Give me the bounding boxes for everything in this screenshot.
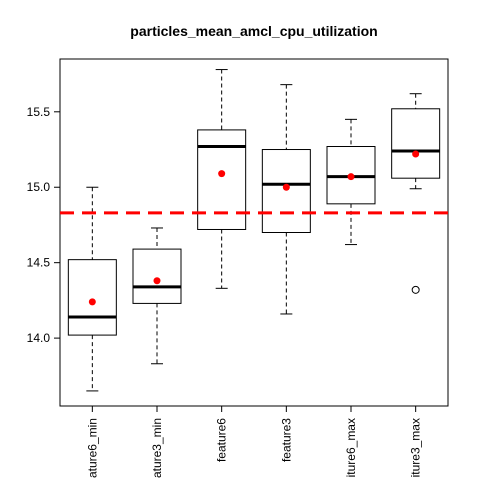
x-tick-label: feature6 [215,418,229,462]
mean-point [153,277,161,285]
box-iqr [391,108,441,179]
plot-area-border [59,58,449,407]
outlier-point [411,285,420,294]
x-tick-label: ature6_min [85,418,99,478]
y-tick-label: 14.5 [27,256,51,270]
y-tick-label: 15.0 [27,180,51,194]
x-axis: ature6_min ature3_min feature6 feature3 itur… [85,406,423,478]
mean-point [412,150,420,158]
box-iqr [132,248,182,304]
y-axis: 14.0 14.5 15.0 15.5 [27,105,60,345]
mean-point [347,173,355,181]
box-iqr [261,149,311,234]
box-iture3_max [391,93,441,294]
x-tick-label: iture6_max [344,418,358,477]
y-tick-label: 15.5 [27,105,51,119]
mean-point [282,183,290,191]
boxes-layer [67,69,441,392]
box-ature6_min [67,186,117,392]
box-feature6 [197,69,247,289]
x-tick-label: feature3 [279,418,293,462]
mean-point [88,298,96,306]
y-tick-label: 14.0 [27,331,51,345]
box-iture6_max [326,118,376,246]
box-ature3_min [132,227,182,365]
box-iqr [197,129,247,230]
x-tick-label: ature3_min [150,418,164,478]
x-tick-label: iture3_max [409,418,423,477]
box-iqr [67,259,117,336]
box-feature3 [261,84,311,315]
mean-point [218,170,226,178]
chart-title: particles_mean_amcl_cpu_utilization [130,23,377,39]
